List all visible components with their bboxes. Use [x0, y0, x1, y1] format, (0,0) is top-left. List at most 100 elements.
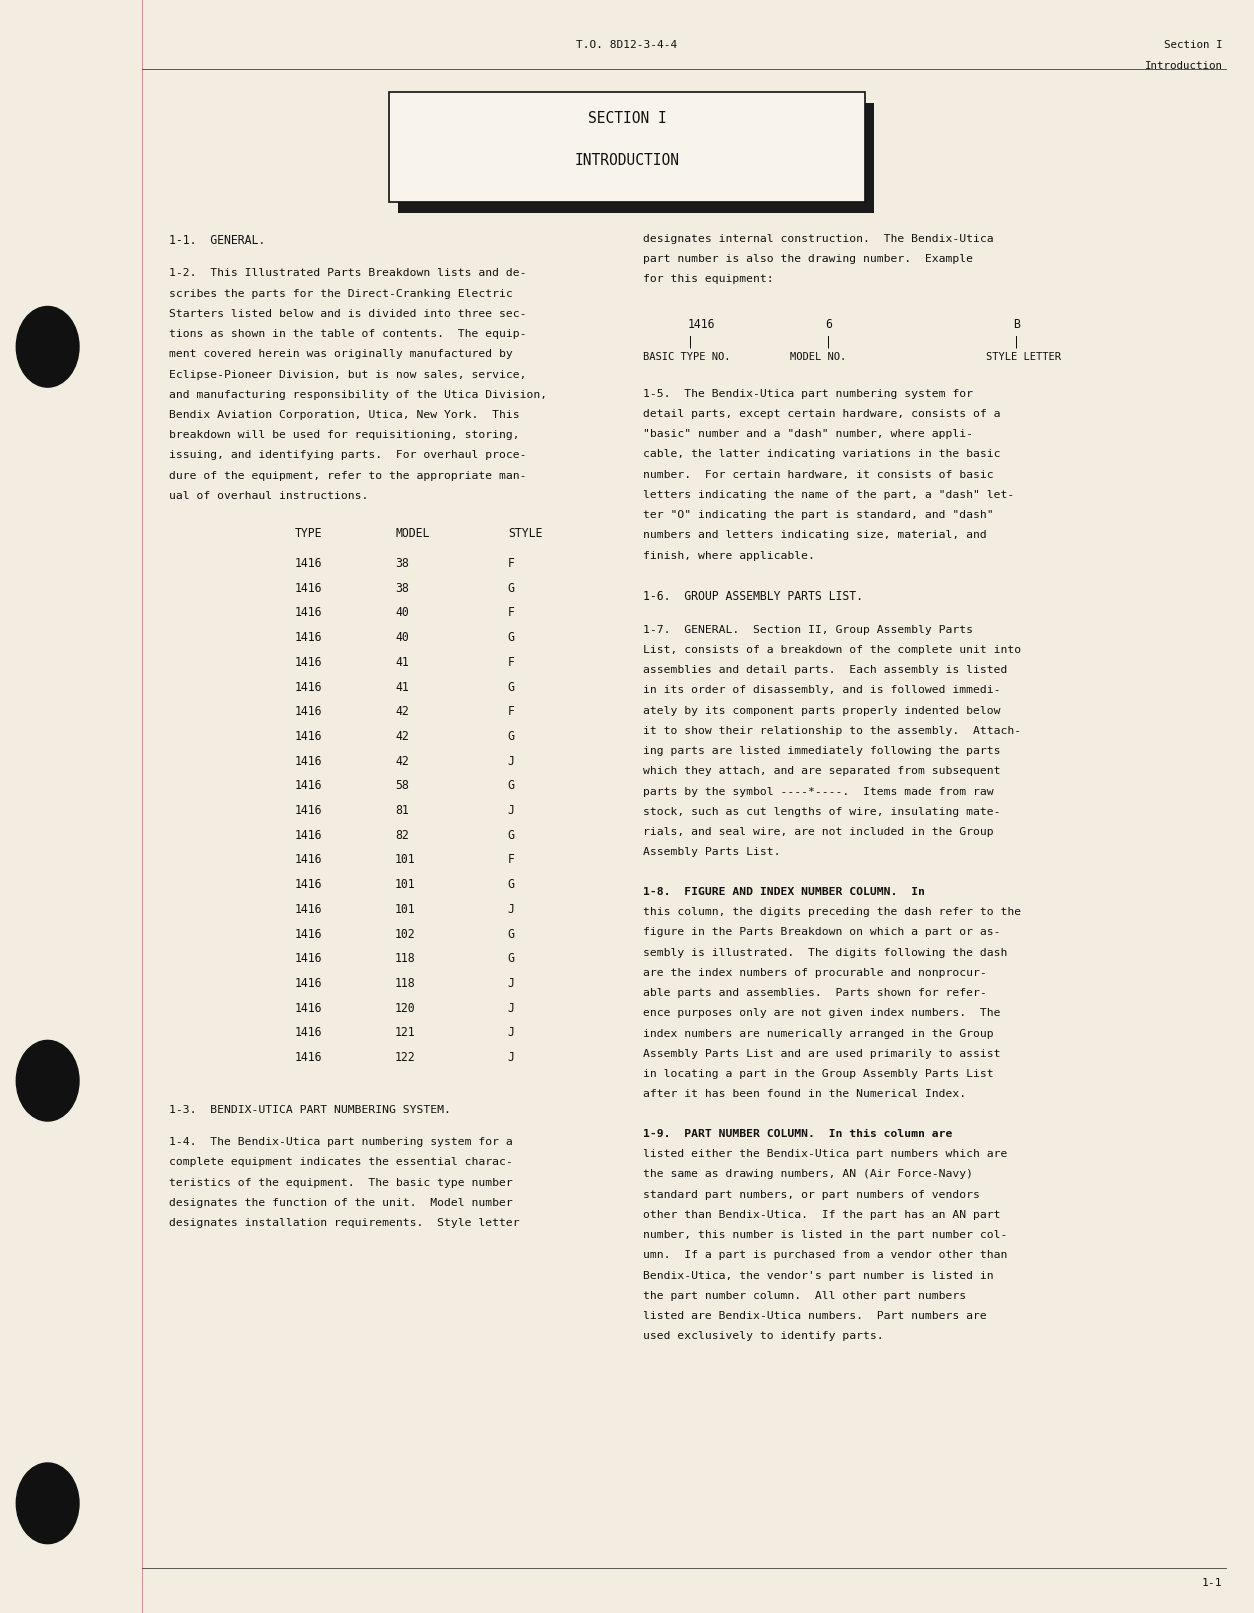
Text: 1416: 1416 — [295, 631, 322, 644]
Text: 1416: 1416 — [295, 755, 322, 768]
Text: F: F — [508, 853, 514, 866]
Text: ter "O" indicating the part is standard, and "dash": ter "O" indicating the part is standard,… — [643, 510, 994, 519]
Text: 1-8.  FIGURE AND INDEX NUMBER COLUMN.  In: 1-8. FIGURE AND INDEX NUMBER COLUMN. In — [643, 887, 925, 897]
Text: F: F — [508, 705, 514, 718]
Text: MODEL NO.: MODEL NO. — [790, 352, 846, 363]
Text: List, consists of a breakdown of the complete unit into: List, consists of a breakdown of the com… — [643, 645, 1022, 655]
Text: numbers and letters indicating size, material, and: numbers and letters indicating size, mat… — [643, 531, 987, 540]
Text: in its order of disassembly, and is followed immedi-: in its order of disassembly, and is foll… — [643, 686, 1001, 695]
Text: tions as shown in the table of contents.  The equip-: tions as shown in the table of contents.… — [169, 329, 527, 339]
Text: 1416: 1416 — [295, 977, 322, 990]
Bar — [398, 103, 874, 213]
Text: 1416: 1416 — [295, 705, 322, 718]
Text: ing parts are listed immediately following the parts: ing parts are listed immediately followi… — [643, 747, 1001, 756]
Text: J: J — [508, 903, 514, 916]
Text: 1416: 1416 — [687, 318, 715, 331]
Circle shape — [16, 1040, 79, 1121]
Text: 1-5.  The Bendix-Utica part numbering system for: 1-5. The Bendix-Utica part numbering sys… — [643, 389, 973, 398]
Text: 40: 40 — [395, 631, 409, 644]
Text: stock, such as cut lengths of wire, insulating mate-: stock, such as cut lengths of wire, insu… — [643, 806, 1001, 816]
Text: 1416: 1416 — [295, 927, 322, 940]
Text: Section I: Section I — [1164, 39, 1223, 50]
Text: scribes the parts for the Direct-Cranking Electric: scribes the parts for the Direct-Crankin… — [169, 289, 513, 298]
Text: 118: 118 — [395, 952, 415, 965]
Text: ately by its component parts properly indented below: ately by its component parts properly in… — [643, 705, 1001, 716]
Text: Introduction: Introduction — [1145, 61, 1223, 71]
Bar — [389, 92, 865, 202]
Text: T.O. 8D12-3-4-4: T.O. 8D12-3-4-4 — [577, 39, 677, 50]
Text: 1416: 1416 — [295, 829, 322, 842]
Text: Starters listed below and is divided into three sec-: Starters listed below and is divided int… — [169, 308, 527, 319]
Text: in locating a part in the Group Assembly Parts List: in locating a part in the Group Assembly… — [643, 1069, 994, 1079]
Text: 1416: 1416 — [295, 556, 322, 569]
Text: are the index numbers of procurable and nonprocur-: are the index numbers of procurable and … — [643, 968, 987, 977]
Text: standard part numbers, or part numbers of vendors: standard part numbers, or part numbers o… — [643, 1190, 981, 1200]
Text: G: G — [508, 927, 514, 940]
Text: designates installation requirements.  Style letter: designates installation requirements. St… — [169, 1218, 520, 1227]
Text: F: F — [508, 656, 514, 669]
Text: designates the function of the unit.  Model number: designates the function of the unit. Mod… — [169, 1198, 513, 1208]
Text: after it has been found in the Numerical Index.: after it has been found in the Numerical… — [643, 1089, 967, 1100]
Text: G: G — [508, 877, 514, 890]
Text: TYPE: TYPE — [295, 527, 322, 540]
Text: |: | — [687, 336, 693, 348]
Text: issuing, and identifying parts.  For overhaul proce-: issuing, and identifying parts. For over… — [169, 450, 527, 460]
Text: 6: 6 — [825, 318, 831, 331]
Text: 1416: 1416 — [295, 803, 322, 818]
Text: SECTION I: SECTION I — [588, 111, 666, 126]
Text: breakdown will be used for requisitioning, storing,: breakdown will be used for requisitionin… — [169, 431, 520, 440]
Text: 1416: 1416 — [295, 1002, 322, 1015]
Text: figure in the Parts Breakdown on which a part or as-: figure in the Parts Breakdown on which a… — [643, 927, 1001, 937]
Text: designates internal construction.  The Bendix-Utica: designates internal construction. The Be… — [643, 234, 994, 244]
Text: G: G — [508, 779, 514, 792]
Text: sembly is illustrated.  The digits following the dash: sembly is illustrated. The digits follow… — [643, 948, 1008, 958]
Text: J: J — [508, 755, 514, 768]
Text: rials, and seal wire, are not included in the Group: rials, and seal wire, are not included i… — [643, 827, 994, 837]
Text: 1416: 1416 — [295, 903, 322, 916]
Text: the same as drawing numbers, AN (Air Force-Navy): the same as drawing numbers, AN (Air For… — [643, 1169, 973, 1179]
Text: MODEL: MODEL — [395, 527, 429, 540]
Text: Assembly Parts List and are used primarily to assist: Assembly Parts List and are used primari… — [643, 1048, 1001, 1058]
Text: 1416: 1416 — [295, 1052, 322, 1065]
Text: 1416: 1416 — [295, 681, 322, 694]
Text: 1-9.  PART NUMBER COLUMN.  In this column are: 1-9. PART NUMBER COLUMN. In this column … — [643, 1129, 953, 1139]
Text: G: G — [508, 631, 514, 644]
Text: Bendix-Utica, the vendor's part number is listed in: Bendix-Utica, the vendor's part number i… — [643, 1271, 994, 1281]
Text: 118: 118 — [395, 977, 415, 990]
Text: other than Bendix-Utica.  If the part has an AN part: other than Bendix-Utica. If the part has… — [643, 1210, 1001, 1219]
Text: J: J — [508, 803, 514, 818]
Text: J: J — [508, 1052, 514, 1065]
Text: 1-3.  BENDIX-UTICA PART NUMBERING SYSTEM.: 1-3. BENDIX-UTICA PART NUMBERING SYSTEM. — [169, 1105, 451, 1115]
Text: parts by the symbol ----*----.  Items made from raw: parts by the symbol ----*----. Items mad… — [643, 787, 994, 797]
Text: 82: 82 — [395, 829, 409, 842]
Text: G: G — [508, 952, 514, 965]
Text: BASIC TYPE NO.: BASIC TYPE NO. — [643, 352, 731, 363]
Text: 1-2.  This Illustrated Parts Breakdown lists and de-: 1-2. This Illustrated Parts Breakdown li… — [169, 268, 527, 279]
Text: number.  For certain hardware, it consists of basic: number. For certain hardware, it consist… — [643, 469, 994, 479]
Text: 1416: 1416 — [295, 1026, 322, 1039]
Text: cable, the latter indicating variations in the basic: cable, the latter indicating variations … — [643, 450, 1001, 460]
Text: 38: 38 — [395, 582, 409, 595]
Text: 1416: 1416 — [295, 779, 322, 792]
Text: number, this number is listed in the part number col-: number, this number is listed in the par… — [643, 1231, 1008, 1240]
Text: teristics of the equipment.  The basic type number: teristics of the equipment. The basic ty… — [169, 1177, 513, 1187]
Text: detail parts, except certain hardware, consists of a: detail parts, except certain hardware, c… — [643, 410, 1001, 419]
Text: 1-7.  GENERAL.  Section II, Group Assembly Parts: 1-7. GENERAL. Section II, Group Assembly… — [643, 624, 973, 634]
Text: ment covered herein was originally manufactured by: ment covered herein was originally manuf… — [169, 350, 513, 360]
Text: G: G — [508, 582, 514, 595]
Text: 1416: 1416 — [295, 731, 322, 744]
Text: index numbers are numerically arranged in the Group: index numbers are numerically arranged i… — [643, 1029, 994, 1039]
Text: B: B — [1013, 318, 1020, 331]
Text: 1-1.  GENERAL.: 1-1. GENERAL. — [169, 234, 266, 247]
Text: J: J — [508, 1002, 514, 1015]
Text: 102: 102 — [395, 927, 415, 940]
Text: 1-6.  GROUP ASSEMBLY PARTS LIST.: 1-6. GROUP ASSEMBLY PARTS LIST. — [643, 590, 863, 603]
Text: 1416: 1416 — [295, 952, 322, 965]
Text: 42: 42 — [395, 705, 409, 718]
Text: listed are Bendix-Utica numbers.  Part numbers are: listed are Bendix-Utica numbers. Part nu… — [643, 1311, 987, 1321]
Text: J: J — [508, 1026, 514, 1039]
Text: finish, where applicable.: finish, where applicable. — [643, 550, 815, 561]
Text: "basic" number and a "dash" number, where appli-: "basic" number and a "dash" number, wher… — [643, 429, 973, 439]
Text: Eclipse-Pioneer Division, but is now sales, service,: Eclipse-Pioneer Division, but is now sal… — [169, 369, 527, 379]
Text: F: F — [508, 556, 514, 569]
